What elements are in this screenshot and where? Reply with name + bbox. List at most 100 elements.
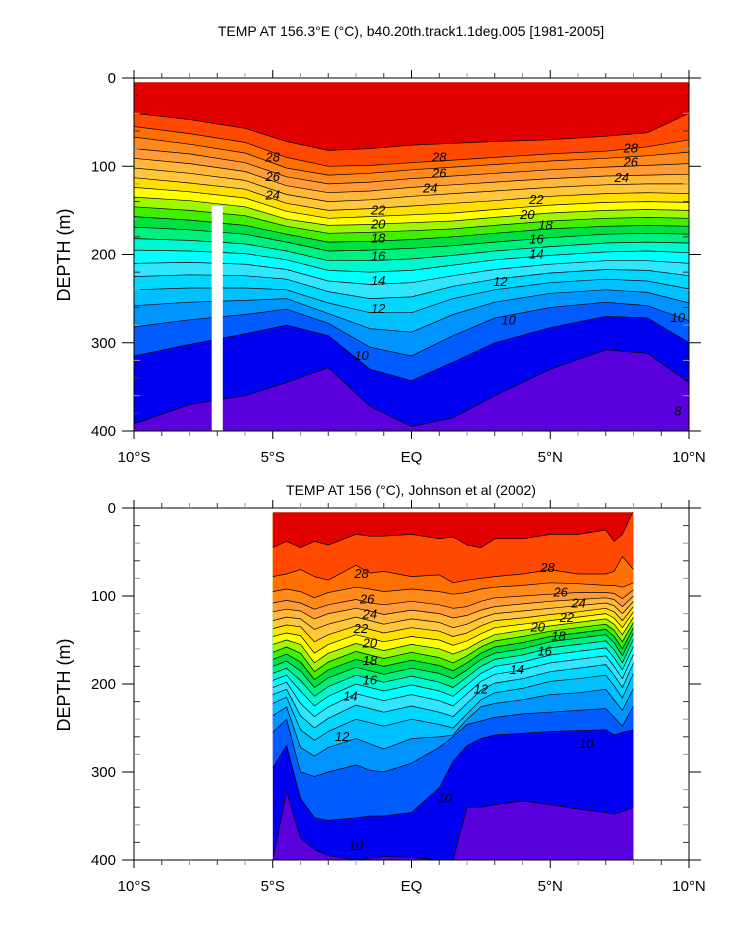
isotherm-20 xyxy=(134,206,689,234)
contour-label: 12 xyxy=(493,274,508,289)
y-axis-label: DEPTH (m) xyxy=(54,209,74,302)
y-tick-label: 0 xyxy=(108,500,116,517)
contour-label: 26 xyxy=(265,169,281,184)
isotherm-11 xyxy=(272,705,634,777)
contour-label: 12 xyxy=(474,681,489,696)
isotherm-20 xyxy=(272,622,634,673)
band-30 xyxy=(134,82,689,151)
x-tick-label: EQ xyxy=(401,449,423,466)
contour-label: 28 xyxy=(265,149,281,164)
x-tick-label: EQ xyxy=(401,878,423,895)
isotherm-19 xyxy=(134,216,689,243)
x-tick-label: 10°N xyxy=(672,449,706,466)
axes: 10°S 5°S EQ 5°N 10°N 0 100 200 300 400 xyxy=(91,70,706,466)
isotherm-13 xyxy=(134,278,689,314)
band-30 xyxy=(272,512,634,548)
y-tick-label: 200 xyxy=(91,676,116,693)
y-tick-label: 400 xyxy=(91,852,116,869)
contour-label: 26 xyxy=(552,584,568,599)
isotherm-27 xyxy=(272,582,634,599)
missing-data-column xyxy=(211,205,223,431)
isotherm-19 xyxy=(272,627,634,680)
contour-label: 10 xyxy=(349,838,364,853)
isotherm-17 xyxy=(134,238,689,262)
y-axis-label: DEPTH (m) xyxy=(54,639,74,732)
isotherm-15 xyxy=(272,653,634,717)
contour-label: 12 xyxy=(335,729,350,744)
contour-label: 14 xyxy=(371,273,385,288)
isotherm-14 xyxy=(134,269,689,299)
contour-labels: 28 28262422201816141210101214161820222426… xyxy=(335,560,594,853)
isotherm-29 xyxy=(134,112,689,151)
isotherm-22 xyxy=(134,187,689,219)
panel-model: TEMP AT 156.3°E (°C), b40.20th.track1.1d… xyxy=(54,23,706,466)
contour-label: 16 xyxy=(371,248,386,263)
isotherm-28 xyxy=(134,126,689,167)
contour-label: 12 xyxy=(371,301,386,316)
contour-label: 28 xyxy=(431,149,447,164)
contour-label: 14 xyxy=(529,247,543,262)
isotherm-16 xyxy=(134,249,689,273)
contour-label: 26 xyxy=(622,155,638,170)
masked-region xyxy=(211,205,223,431)
contour-label: 24 xyxy=(265,187,280,202)
isotherm-17 xyxy=(272,638,634,697)
contour-label: 18 xyxy=(363,653,378,668)
contour-bands xyxy=(134,82,689,431)
y-tick-label: 100 xyxy=(91,588,116,605)
contour-label: 10 xyxy=(438,790,453,805)
contour-label: 22 xyxy=(559,610,575,625)
contour-label: 26 xyxy=(431,165,447,180)
isotherm-24 xyxy=(272,601,634,630)
contour-label: 10 xyxy=(579,736,594,751)
contour-labels: 2826242220181614121028262422201816141210… xyxy=(265,141,686,419)
axes: 10°S 5°S EQ 5°N 10°N 0 100 200 300 400 xyxy=(91,500,706,895)
x-tick-label: 5°S xyxy=(261,878,285,895)
contour-lines xyxy=(134,112,689,431)
contour-label: 10 xyxy=(671,310,686,325)
isotherm-10 xyxy=(134,315,689,382)
contour-label: 28 xyxy=(353,566,369,581)
isotherm-12 xyxy=(134,289,689,333)
contour-label: 22 xyxy=(528,192,544,207)
contour-label: 24 xyxy=(422,181,437,196)
contour-label: 8 xyxy=(674,404,682,419)
isotherm-15 xyxy=(134,260,689,285)
isotherm-11 xyxy=(134,301,689,357)
isotherm-9 xyxy=(134,349,689,427)
contour-label: 20 xyxy=(530,620,546,635)
contour-label: 10 xyxy=(354,348,369,363)
y-tick-label: 400 xyxy=(91,423,116,440)
contour-label: 20 xyxy=(519,207,535,222)
contour-label: 24 xyxy=(613,170,628,185)
contour-label: 10 xyxy=(501,313,516,328)
contour-label: 14 xyxy=(510,662,524,677)
isotherm-14 xyxy=(272,662,634,729)
contour-label: 28 xyxy=(539,560,555,575)
isotherm-27 xyxy=(134,136,689,176)
isotherm-13 xyxy=(272,673,634,741)
contour-label: 22 xyxy=(370,202,386,217)
x-tick-label: 5°S xyxy=(261,449,285,466)
contour-label: 18 xyxy=(371,231,386,246)
x-tick-label: 10°S xyxy=(118,449,151,466)
isotherm-25 xyxy=(134,157,689,194)
contour-label: 24 xyxy=(570,596,585,611)
isotherm-12 xyxy=(272,688,634,757)
y-tick-label: 0 xyxy=(108,70,116,87)
contour-label: 26 xyxy=(359,592,375,607)
contour-label: 28 xyxy=(622,141,638,156)
contour-label: 14 xyxy=(343,688,357,703)
contour-label: 18 xyxy=(551,628,566,643)
isotherm-23 xyxy=(272,606,634,643)
isotherm-18 xyxy=(134,226,689,252)
contour-label: 20 xyxy=(362,636,378,651)
isotherm-21 xyxy=(272,616,634,664)
panel-title: TEMP AT 156.3°E (°C), b40.20th.track1.1d… xyxy=(218,23,604,39)
isotherm-24 xyxy=(134,167,689,202)
x-tick-label: 10°N xyxy=(672,878,706,895)
isotherm-28 xyxy=(272,556,634,584)
contour-label: 24 xyxy=(362,606,377,621)
contour-label: 16 xyxy=(537,643,552,658)
